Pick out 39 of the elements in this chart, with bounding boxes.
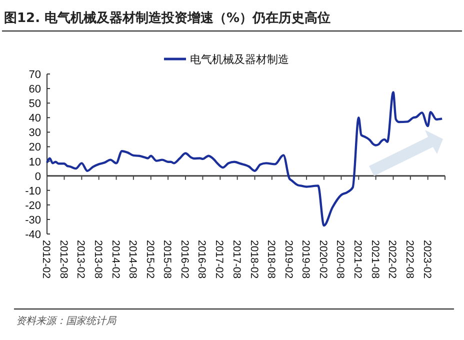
line-series [46, 91, 444, 227]
x-tick-label: 2023-02 [420, 240, 433, 279]
y-tick-label: -40 [25, 229, 41, 241]
x-tick-label: 2016-02 [178, 240, 190, 279]
x-tick-label: 2021-02 [352, 240, 364, 279]
y-tick-label: -10 [25, 185, 41, 198]
x-tick-label: 2014-08 [126, 240, 138, 279]
x-tick-label: 2021-08 [368, 240, 381, 279]
y-tick-label: 30 [28, 127, 41, 140]
chart-title: 图12. 电气机械及器材制造投资增速（%）仍在历史高位 [4, 10, 331, 26]
x-tick-label: 2015-02 [144, 240, 156, 279]
x-tick-label: 2022-02 [386, 240, 398, 279]
x-tick-label: 2020-02 [316, 240, 329, 279]
x-tick-label: 2013-08 [92, 240, 104, 279]
x-tick-label: 2019-02 [282, 240, 294, 279]
y-tick-label: -20 [25, 200, 41, 212]
y-tick-label: 50 [28, 98, 41, 110]
x-tick-label: 2018-08 [264, 240, 277, 279]
x-tick-label: 2016-08 [196, 240, 208, 279]
y-tick-label: 70 [28, 69, 41, 81]
y-tick-label: 20 [28, 142, 41, 154]
y-tick-label: 40 [28, 112, 41, 125]
x-tick-label: 2017-02 [213, 240, 226, 279]
x-tick-label: 2013-02 [74, 240, 87, 279]
text: 资料来源：国家统计局 [16, 315, 117, 327]
x-tick-label: 2020-08 [334, 240, 346, 279]
x-tick-label: 2019-08 [300, 240, 312, 279]
x-tick-label: 2022-08 [403, 240, 416, 279]
legend-label: 电气机械及器材制造 [190, 53, 289, 66]
x-tick-label: 2018-02 [248, 240, 260, 279]
x-tick-label: 2015-08 [161, 240, 174, 279]
x-tick-label: 2012-08 [57, 240, 70, 279]
x-tick-label: 2012-02 [40, 240, 52, 279]
y-tick-label: -30 [25, 214, 41, 226]
y-tick-label: 0 [34, 170, 41, 183]
y-tick-label: 10 [28, 156, 41, 168]
x-tick-label: 2017-08 [230, 240, 242, 279]
x-tick-label: 2014-02 [109, 240, 122, 279]
y-tick-label: 60 [28, 84, 41, 96]
